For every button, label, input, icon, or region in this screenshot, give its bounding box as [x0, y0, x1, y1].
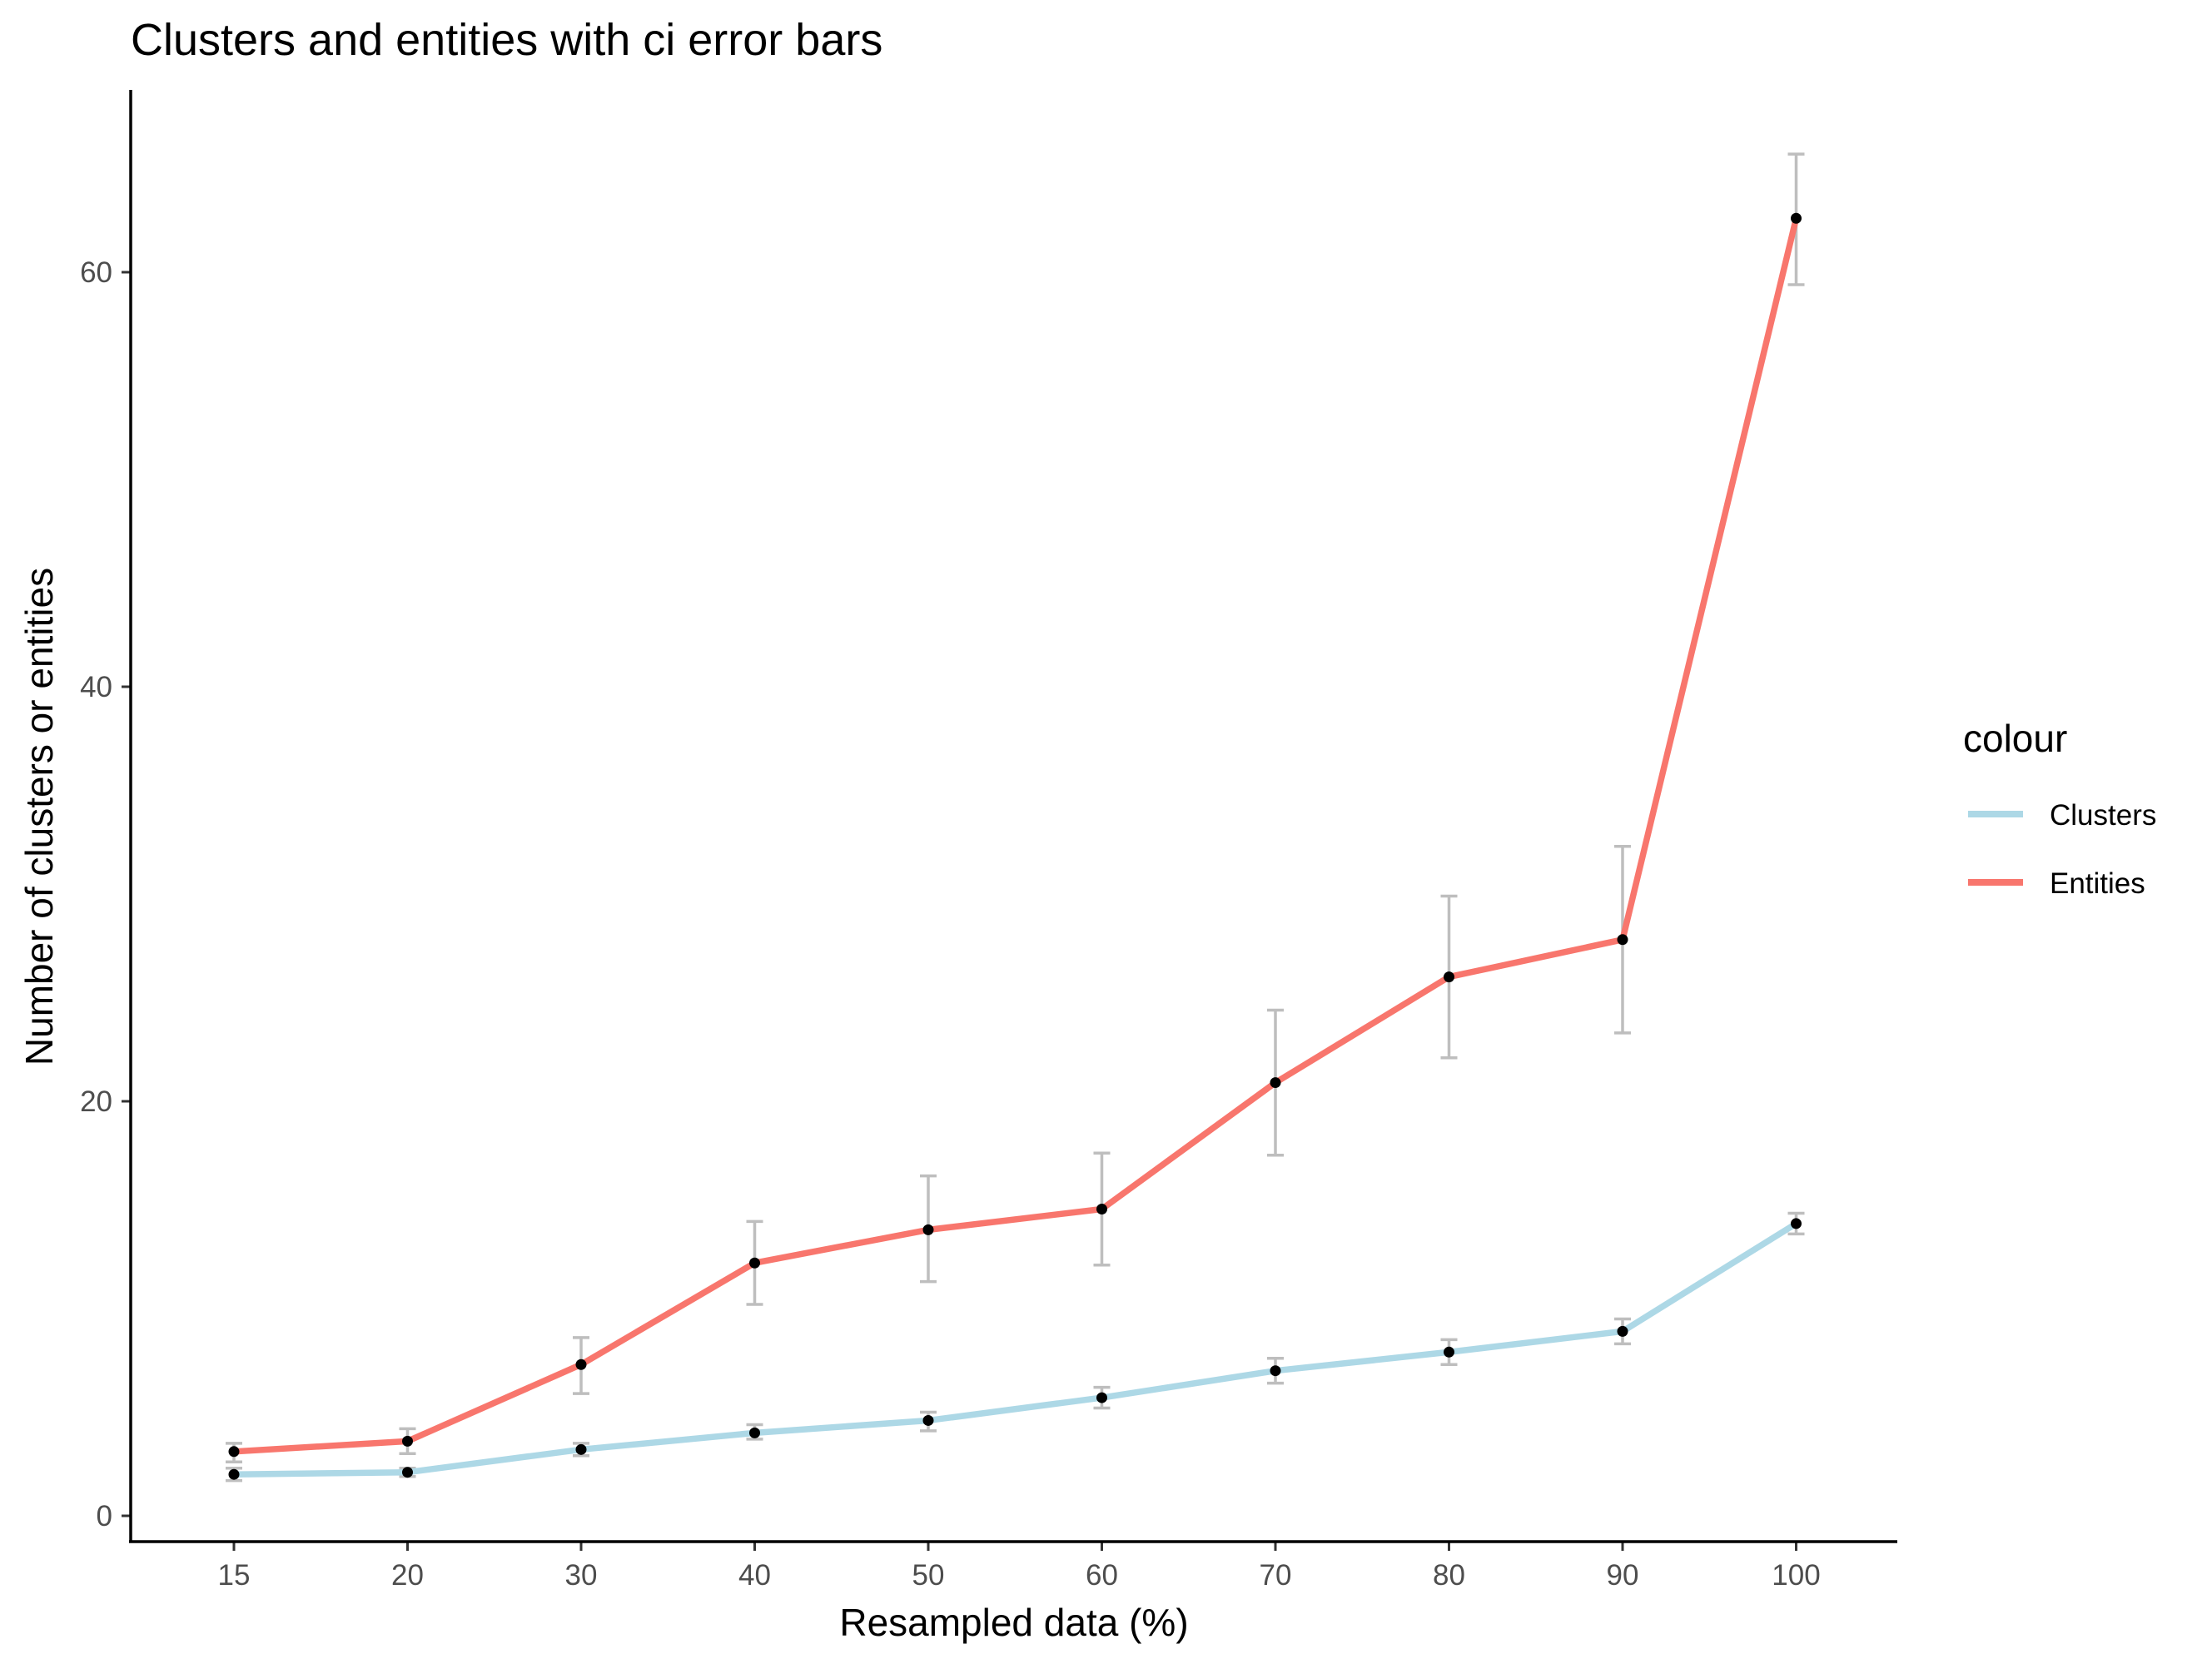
data-point-clusters: [402, 1467, 413, 1478]
x-tick-label: 20: [391, 1559, 424, 1592]
x-axis-ticks: 15 20 30 40 50 60 70 80 90 100: [218, 1542, 1821, 1592]
x-tick-label: 60: [1086, 1559, 1118, 1592]
data-point-clusters: [749, 1427, 760, 1438]
data-point-entities: [1791, 212, 1802, 224]
y-axis-ticks: 0 20 40 60: [80, 256, 131, 1532]
data-point-entities: [1617, 934, 1628, 946]
data-point-clusters: [1096, 1392, 1107, 1403]
legend: colour Clusters Entities: [1963, 717, 2156, 900]
data-point-entities: [575, 1358, 587, 1370]
x-tick-label: 40: [738, 1559, 771, 1592]
legend-label-entities: Entities: [2050, 867, 2145, 900]
x-tick-label: 30: [565, 1559, 598, 1592]
plot-panel: 0 20 40 60 15 20 30 40 50 60 70 80 90 100: [80, 90, 1897, 1592]
data-point-entities: [1096, 1203, 1107, 1214]
y-tick-label: 20: [80, 1085, 112, 1118]
chart-title: Clusters and entities with ci error bars: [131, 15, 882, 65]
data-point-entities: [402, 1435, 413, 1447]
data-point-clusters: [1270, 1365, 1281, 1377]
legend-label-clusters: Clusters: [2050, 799, 2156, 832]
y-tick-label: 60: [80, 256, 112, 289]
x-axis-title: Resampled data (%): [839, 1601, 1188, 1644]
series-lines: [233, 217, 1800, 1478]
legend-title: colour: [1963, 717, 2067, 760]
x-tick-label: 50: [912, 1559, 945, 1592]
x-tick-label: 100: [1772, 1559, 1820, 1592]
x-tick-label: 15: [218, 1559, 251, 1592]
series-line-entities: [233, 217, 1800, 1455]
x-tick-label: 70: [1260, 1559, 1292, 1592]
data-point-clusters: [575, 1443, 587, 1455]
y-tick-label: 40: [80, 671, 112, 703]
y-tick-label: 0: [97, 1500, 112, 1532]
data-point-entities: [1270, 1077, 1281, 1089]
y-axis-title: Number of clusters or entities: [17, 568, 61, 1065]
data-point-clusters: [1617, 1325, 1628, 1337]
data-point-clusters: [1791, 1218, 1802, 1229]
series-line-clusters: [233, 1220, 1798, 1478]
data-point-entities: [749, 1257, 760, 1269]
data-point-clusters: [228, 1468, 240, 1480]
error-bars: [226, 152, 1805, 1483]
data-point-entities: [1444, 971, 1454, 983]
data-point-entities: [922, 1224, 934, 1235]
data-point-clusters: [922, 1414, 934, 1426]
x-tick-label: 90: [1607, 1559, 1639, 1592]
data-point-clusters: [1444, 1346, 1454, 1358]
data-point-entities: [228, 1446, 240, 1458]
x-tick-label: 80: [1433, 1559, 1465, 1592]
data-points: [228, 212, 1802, 1480]
